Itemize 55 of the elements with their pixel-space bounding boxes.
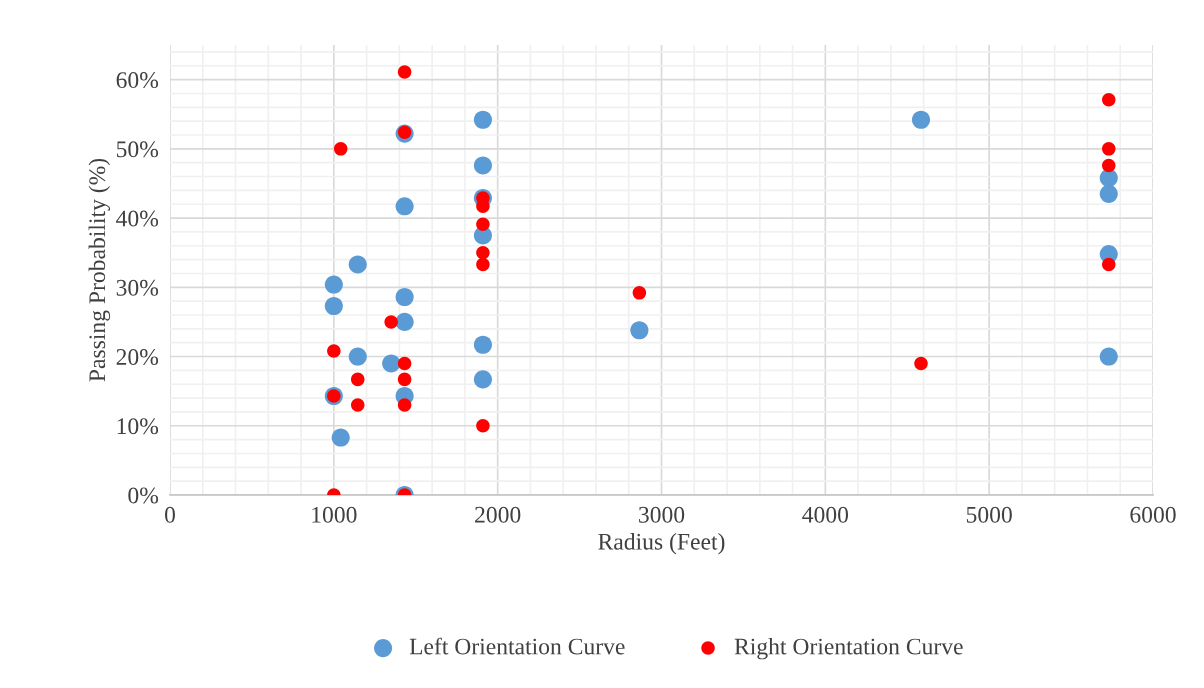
point: [473, 156, 492, 175]
point: [348, 347, 367, 366]
point: [350, 372, 365, 387]
point: [476, 257, 490, 272]
point: [1102, 158, 1116, 173]
point: [397, 125, 412, 139]
point: [395, 312, 414, 331]
x-tick-label: 5000: [966, 506, 1012, 523]
point: [395, 287, 414, 307]
point: [348, 255, 367, 274]
x-tick-label: 6000: [1130, 506, 1176, 523]
point: [331, 428, 350, 447]
point: [1099, 347, 1118, 366]
point: [911, 110, 931, 129]
point: [327, 344, 341, 358]
legend-label: Left Orientation Curve: [409, 637, 625, 655]
y-tick-label: 40%: [116, 210, 159, 227]
x-tick-label: 2000: [475, 506, 521, 523]
x-tick-label: 4000: [802, 506, 849, 523]
point: [1102, 142, 1116, 156]
y-tick-label: 10%: [117, 418, 159, 435]
point: [397, 356, 412, 371]
point: [473, 370, 492, 389]
point: [1102, 92, 1116, 107]
point: [630, 321, 649, 340]
point: [473, 110, 492, 129]
x-tick-label: 3000: [639, 506, 685, 523]
point: [397, 65, 412, 79]
point: [914, 356, 928, 371]
point: [476, 217, 490, 232]
x-axis-title: Radius (Feet): [598, 533, 725, 555]
point: [397, 372, 412, 387]
point: [324, 296, 343, 316]
point: [473, 335, 492, 354]
point: [1099, 184, 1118, 203]
legend-label: Right Orientation Curve: [734, 637, 963, 660]
point: [324, 275, 343, 294]
point: [397, 398, 412, 412]
point: [382, 354, 401, 373]
y-axis-title: Passing Probability (%): [88, 158, 111, 382]
y-tick-label: 50%: [116, 141, 159, 158]
point: [350, 398, 365, 412]
x-tick-label: 0: [165, 506, 175, 523]
y-tick-label: 0%: [128, 487, 159, 504]
point: [395, 197, 414, 216]
point: [632, 286, 647, 300]
point: [1102, 257, 1116, 272]
y-tick-label: 60%: [116, 72, 159, 89]
point: [476, 245, 490, 260]
point: [333, 142, 348, 156]
point: [476, 419, 490, 433]
x-tick-label: 1000: [312, 506, 357, 523]
y-tick-label: 30%: [116, 279, 159, 296]
y-tick-label: 20%: [116, 349, 159, 366]
point: [384, 315, 398, 329]
